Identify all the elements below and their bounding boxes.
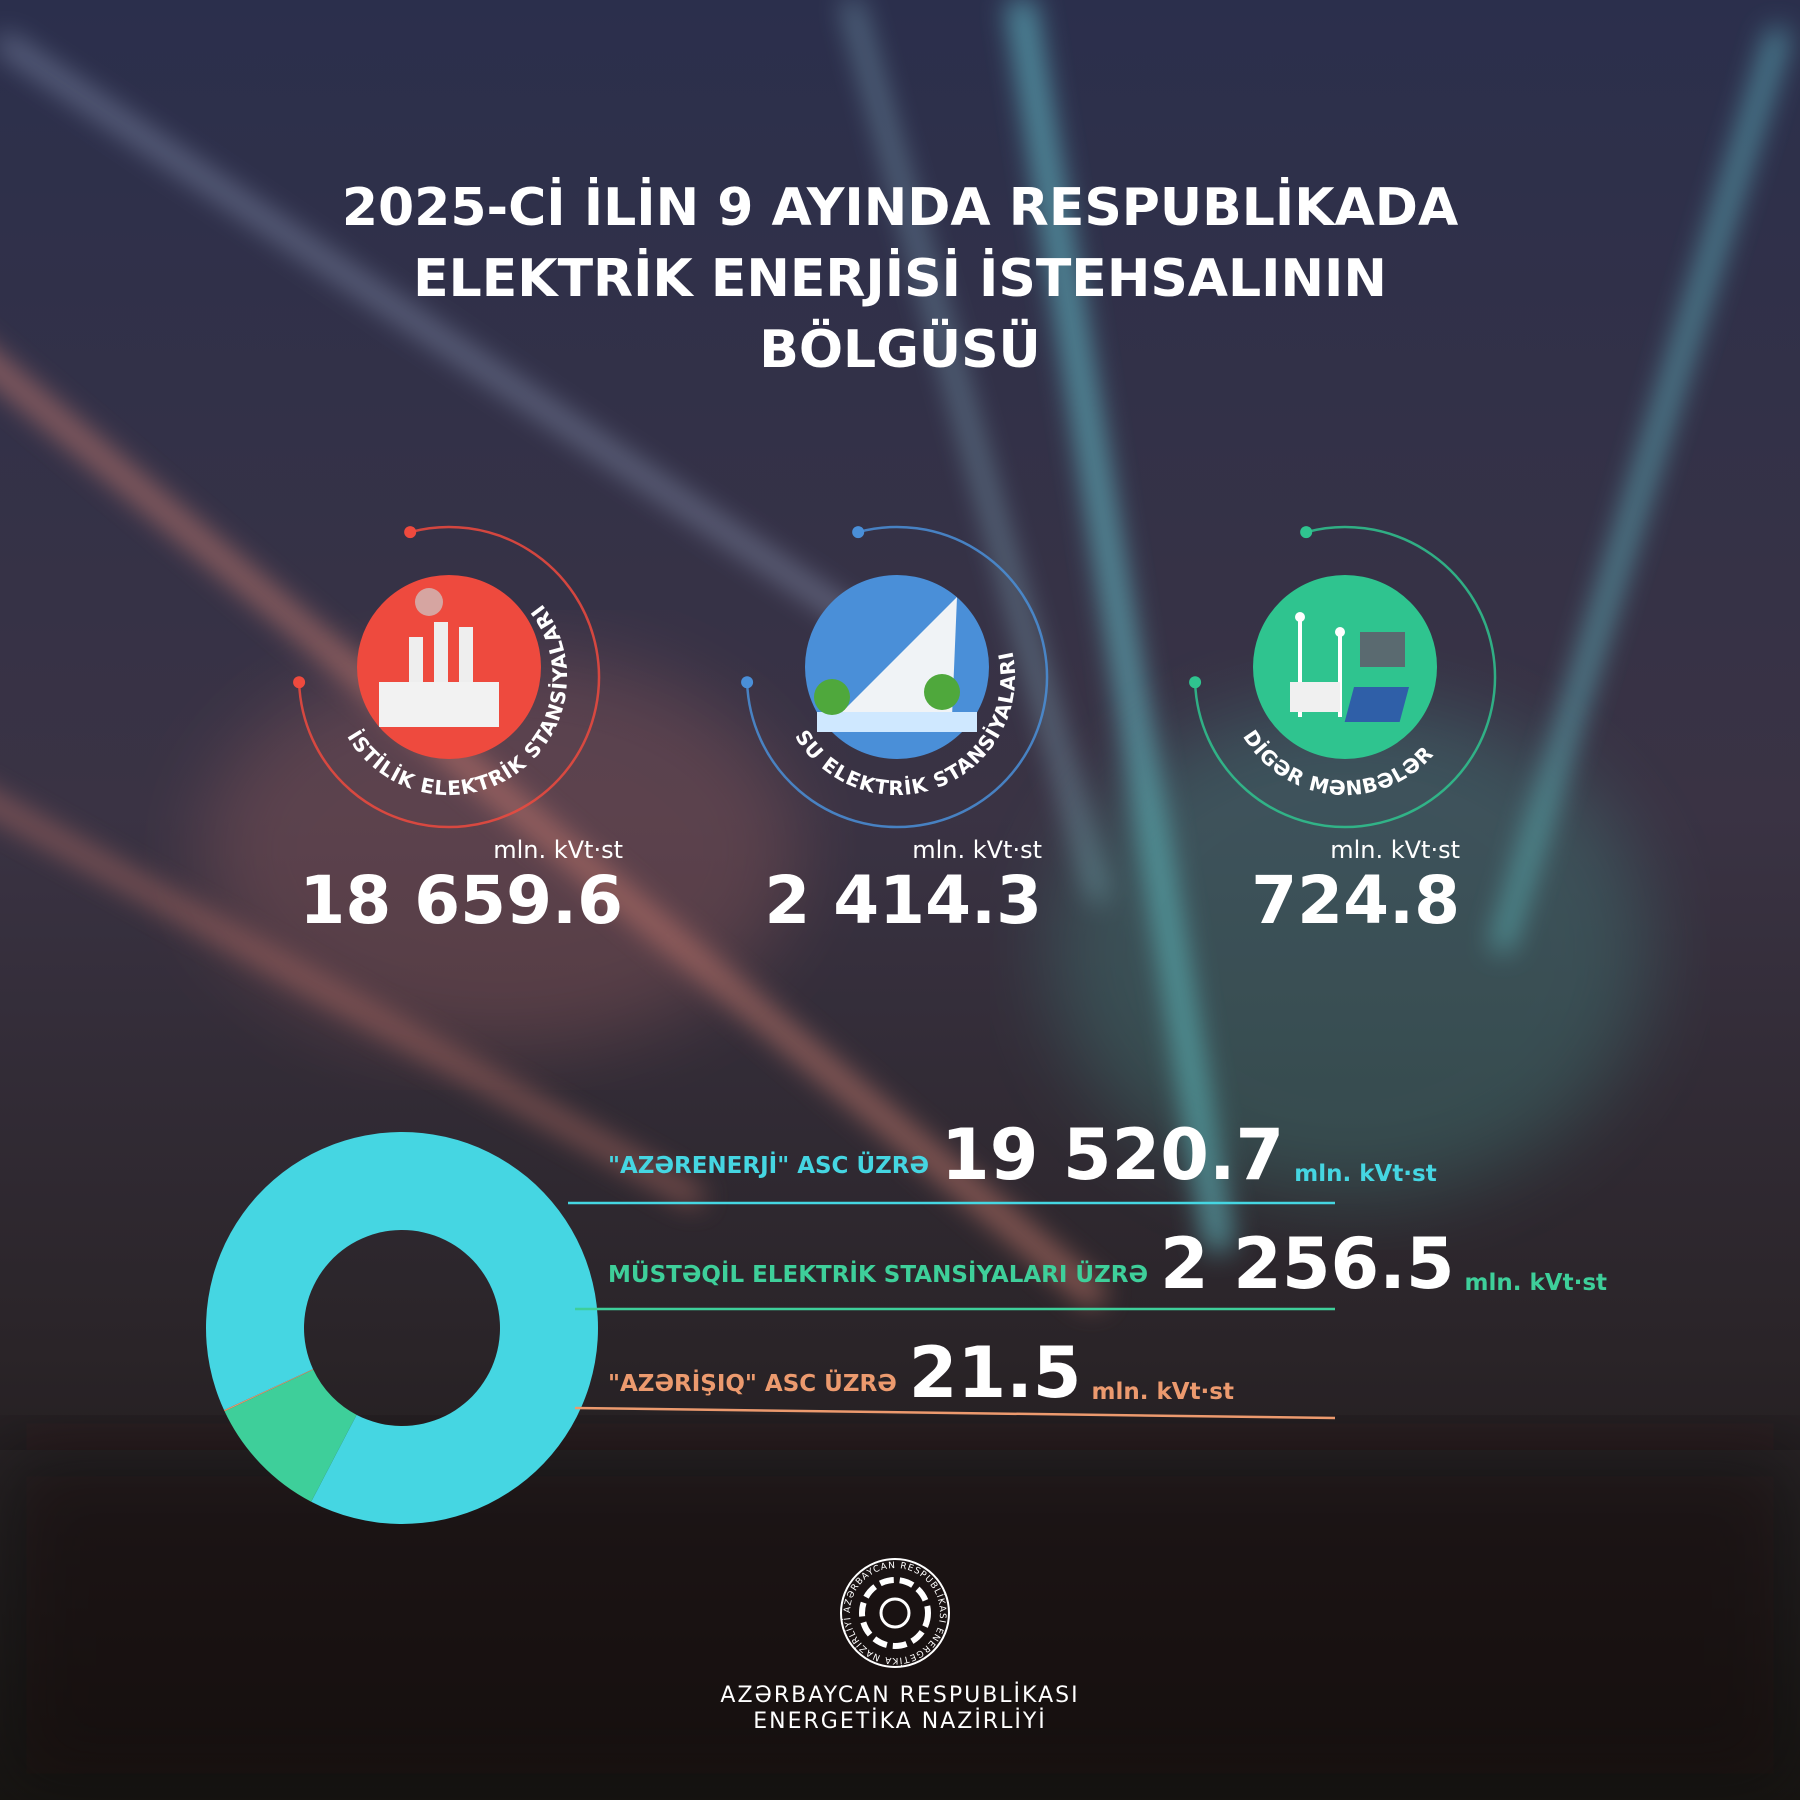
station-ring (745, 525, 1049, 829)
station-icon-disc (357, 575, 541, 759)
legend-label: "AZƏRİŞIQ" ASC ÜZRƏ (608, 1369, 897, 1397)
station-value: 2 414.3 (764, 862, 1042, 939)
station-unit: mln. kVt·st (493, 836, 623, 864)
turbine-hub (1335, 627, 1345, 637)
house (1290, 682, 1340, 712)
footer-line: ENERGETİKA NAZİRLİYİ (753, 1708, 1047, 1734)
donut-segment (224, 1369, 357, 1502)
solar-panel (1344, 687, 1410, 722)
legend-value: 2 256.5 (1160, 1223, 1455, 1305)
tree (814, 679, 850, 715)
title-line: 2025-Cİ İLİN 9 AYINDA RESPUBLİKADA (342, 177, 1458, 238)
ring-dot (741, 676, 754, 689)
smoke (415, 588, 443, 616)
station-value: 724.8 (1251, 862, 1460, 939)
legend-value: 21.5 (909, 1332, 1082, 1414)
ring-dot (293, 676, 306, 689)
ring-dot (1300, 526, 1313, 539)
tree (924, 674, 960, 710)
legend-row: "AZƏRİŞIQ" ASC ÜZRƏ 21.5 mln. kVt·st (608, 1332, 1234, 1414)
factory (379, 682, 499, 727)
building (1360, 632, 1405, 667)
station-unit: mln. kVt·st (1330, 836, 1460, 864)
legend-unit: mln. kVt·st (1294, 1161, 1436, 1187)
station-value: 18 659.6 (299, 862, 623, 939)
legend-label: MÜSTƏQİL ELEKTRİK STANSİYALARI ÜZRƏ (608, 1260, 1148, 1288)
station-icon-disc (1253, 575, 1437, 759)
title-line: BÖLGÜSÜ (759, 318, 1041, 380)
legend-value: 19 520.7 (941, 1114, 1284, 1196)
footer-line: AZƏRBAYCAN RESPUBLİKASI (720, 1682, 1079, 1708)
ring-dot (404, 526, 417, 539)
connector (574, 1406, 1336, 1420)
donut-segment (224, 1369, 314, 1412)
legend-label: "AZƏRENERJİ" ASC ÜZRƏ (608, 1151, 929, 1179)
logo-emblem (859, 1577, 931, 1649)
logo-emblem (879, 1597, 911, 1629)
station-unit: mln. kVt·st (912, 836, 1042, 864)
donut-segment (205, 1132, 598, 1525)
ring-dot (852, 526, 865, 539)
station-ring (1193, 525, 1497, 829)
turbine-hub (1295, 612, 1305, 622)
legend-unit: mln. kVt·st (1465, 1270, 1607, 1296)
glow (200, 650, 800, 1050)
legend-row: MÜSTƏQİL ELEKTRİK STANSİYALARI ÜZRƏ 2 256… (608, 1223, 1607, 1305)
glow (1050, 700, 1650, 1200)
legend-unit: mln. kVt·st (1092, 1379, 1234, 1405)
water (817, 712, 977, 732)
logo-ring (840, 1558, 950, 1668)
legend-row: "AZƏRENERJİ" ASC ÜZRƏ 19 520.7 mln. kVt·st (608, 1114, 1437, 1196)
title-line: ELEKTRİK ENERJİSİ İSTEHSALININ (413, 248, 1387, 309)
station-ring (297, 525, 601, 829)
ring-dot (1189, 676, 1202, 689)
